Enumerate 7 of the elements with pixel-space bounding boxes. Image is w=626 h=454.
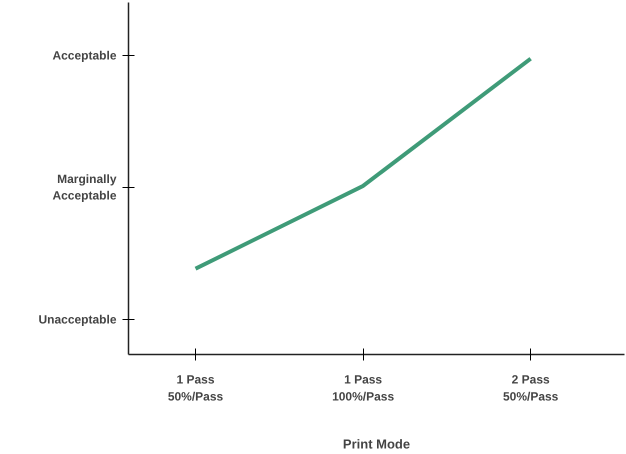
x-axis-title: Print Mode	[342, 436, 410, 452]
text: Marginally Acceptable	[52, 172, 117, 203]
text: Unacceptable	[38, 312, 117, 326]
x-tick-label: 1 Pass 100%/Pass	[332, 372, 394, 404]
x-tick-label: 2 Pass 50%/Pass	[502, 372, 559, 404]
text: Acceptable	[52, 48, 117, 62]
x-tick-label: 1 Pass 50%/Pass	[168, 372, 224, 404]
